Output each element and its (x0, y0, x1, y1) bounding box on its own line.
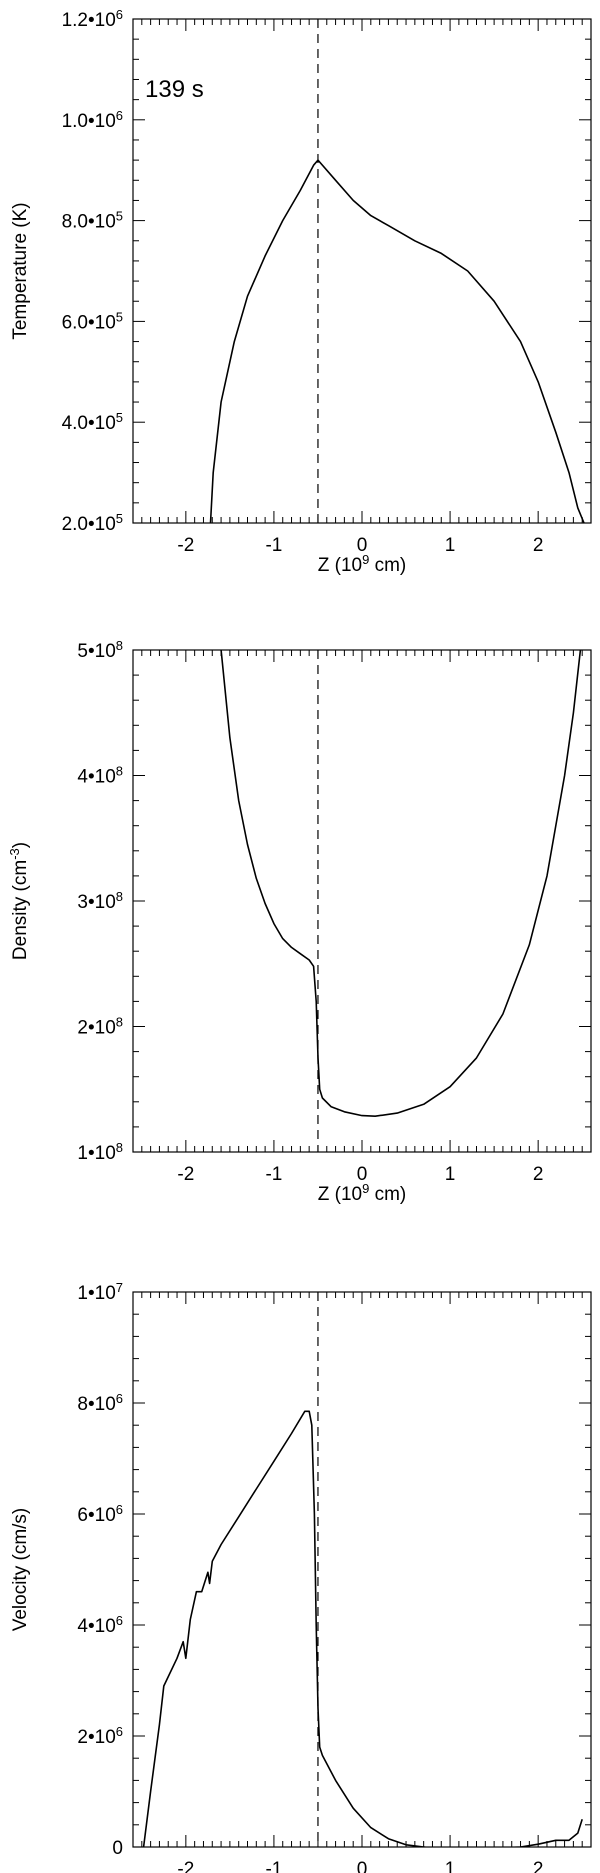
density-y-tick-label: 5•108 (77, 638, 123, 663)
velocity-axes-frame (132, 1291, 592, 1848)
temperature-x-tick-label: 0 (357, 535, 368, 556)
temperature-y-tick-label: 6.0•105 (62, 309, 123, 334)
density-panel: -2 -1 0 1 2 1•108 2•108 3•108 4•108 5•108 Z (109 c… (7, 638, 592, 1206)
density-y-tick-label: 2•108 (77, 1014, 123, 1039)
temperature-x-tick-label: -2 (177, 535, 194, 556)
density-y-axis-label: Density (cm-3) (7, 842, 32, 960)
temperature-series-line (209, 159, 585, 523)
velocity-x-tick-label: -2 (177, 1859, 194, 1873)
temperature-x-axis-label: Z (109 cm) (318, 552, 407, 577)
temperature-panel: -2 -1 0 1 2 2.0•105 4.0•105 6.0•105 8.0•105 1.0•1… (10, 7, 592, 577)
density-y-tick-label: 3•108 (77, 889, 123, 914)
density-x-tick-label: 0 (357, 1164, 368, 1185)
density-axes-frame (132, 649, 592, 1153)
velocity-y-tick-label: 1•107 (77, 1280, 123, 1305)
density-y-tick-label: 4•108 (77, 763, 123, 788)
temperature-time-annotation: 139 s (145, 76, 204, 103)
temperature-x-tick-label: 2 (533, 535, 544, 556)
density-y-tick-label: 1•108 (77, 1140, 123, 1165)
density-series-line (220, 650, 582, 1117)
temperature-y-tick-label: 1.0•106 (62, 107, 123, 132)
velocity-x-tick-label: 0 (357, 1859, 368, 1873)
density-x-axis-label: Z (109 cm) (318, 1181, 407, 1206)
temperature-y-tick-label: 2.0•105 (62, 511, 123, 536)
temperature-y-axis-label: Temperature (K) (10, 202, 31, 339)
temperature-x-tick-label: 1 (445, 535, 456, 556)
density-x-tick-label: 2 (533, 1164, 544, 1185)
velocity-x-tick-label: -1 (265, 1859, 282, 1873)
velocity-x-tick-label: 2 (533, 1859, 544, 1873)
velocity-x-tick-label: 1 (445, 1859, 456, 1873)
temperature-y-tick-label: 1.2•106 (62, 7, 123, 32)
velocity-y-tick-label: 0 (112, 1838, 123, 1859)
temperature-x-tick-label: -1 (265, 535, 282, 556)
velocity-y-tick-label: 8•106 (77, 1391, 123, 1416)
temperature-y-tick-label: 8.0•105 (62, 208, 123, 233)
density-x-tick-label: -2 (177, 1164, 194, 1185)
density-x-tick-label: 1 (445, 1164, 456, 1185)
density-x-tick-label: -1 (265, 1164, 282, 1185)
velocity-y-tick-label: 6•106 (77, 1502, 123, 1527)
velocity-y-axis-label: Velocity (cm/s) (10, 1508, 31, 1632)
velocity-series-line (142, 1410, 583, 1847)
velocity-y-tick-label: 4•106 (77, 1613, 123, 1638)
velocity-y-tick-label: 2•106 (77, 1724, 123, 1749)
temperature-y-tick-label: 4.0•105 (62, 410, 123, 435)
